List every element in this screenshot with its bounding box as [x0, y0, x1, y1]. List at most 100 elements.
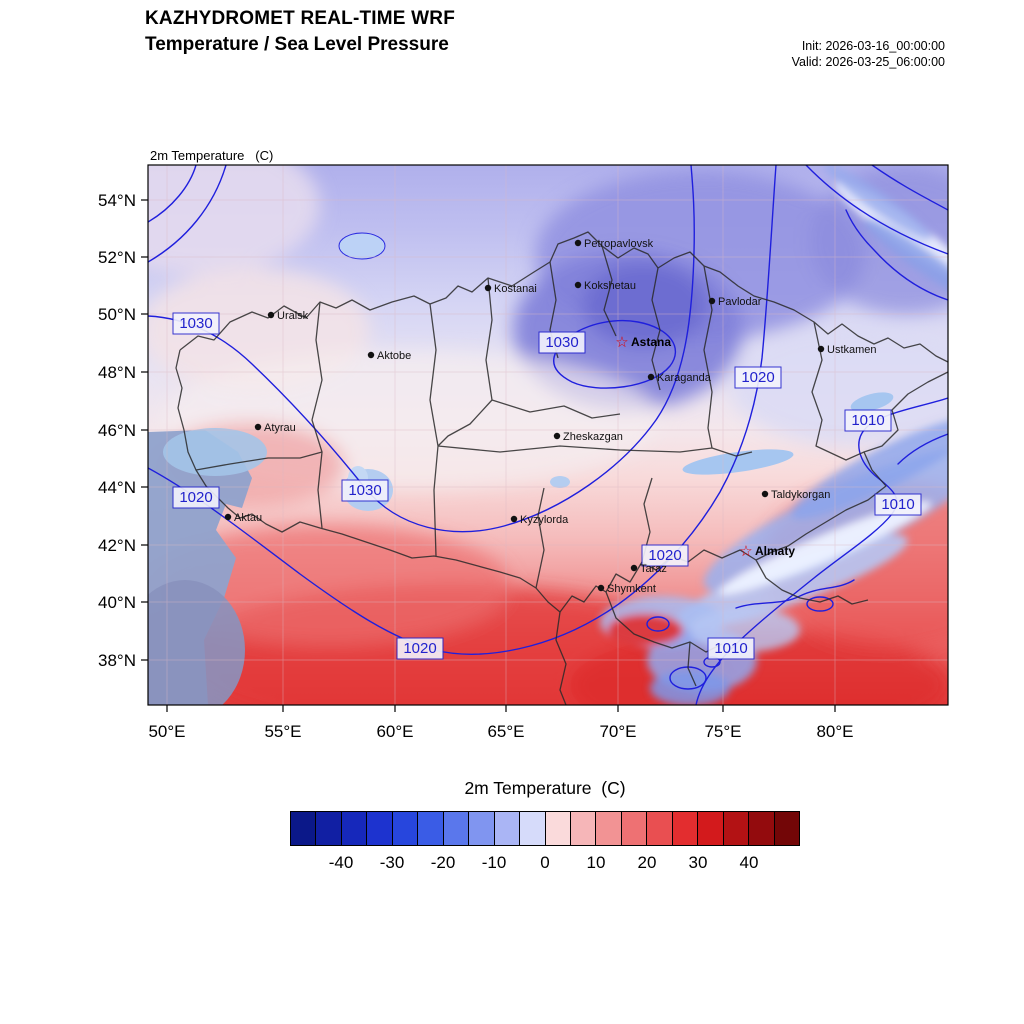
colorbar-title: 2m Temperature (C): [464, 778, 626, 798]
isobar-label: 1010: [844, 409, 892, 432]
svg-text:Kostanai: Kostanai: [494, 283, 537, 295]
colorbar-segment: [569, 812, 596, 845]
svg-text:Kyzylorda: Kyzylorda: [520, 514, 569, 526]
colorbar-segment: [697, 812, 723, 845]
y-axis-label: 54°N: [98, 191, 136, 210]
capital-marker-almaty: ☆ Almaty: [739, 543, 795, 560]
city-marker-kokshetau: Kokshetau: [574, 280, 636, 292]
city-marker-aktobe: Aktobe: [367, 350, 411, 362]
x-axis-label: 80°E: [816, 722, 853, 741]
init-time: Init: 2026-03-16_00:00:00: [801, 39, 945, 53]
svg-text:Pavlodar: Pavlodar: [718, 296, 762, 308]
x-axis-label: 75°E: [704, 722, 741, 741]
isobar-label: 1020: [396, 637, 444, 660]
colorbar-tick: -10: [481, 853, 507, 872]
temperature-layer-label: 2m Temperature (C): [150, 148, 274, 163]
svg-text:Taldykorgan: Taldykorgan: [771, 489, 830, 501]
colorbar-segment: [773, 812, 800, 845]
x-axis-label: 50°E: [148, 722, 185, 741]
colorbar-tick: -40: [328, 853, 354, 872]
colorbar-segment: [544, 812, 570, 845]
y-axis: [141, 199, 148, 661]
svg-text:Aktobe: Aktobe: [377, 350, 411, 362]
svg-text:1010: 1010: [851, 412, 884, 429]
colorbar-segment: [291, 812, 316, 845]
graticule: [148, 165, 948, 705]
city-marker-kostanai: Kostanai: [484, 283, 537, 295]
colorbar-tick: -20: [430, 853, 456, 872]
colorbar-segment: [493, 812, 520, 845]
isobar-labels: 1030 1030 1020 1010 1020 1030 1010 1020 …: [172, 312, 922, 660]
colorbar-tick: 20: [637, 853, 657, 872]
colorbar-segment: [315, 812, 341, 845]
svg-text:Uralsk: Uralsk: [277, 310, 309, 322]
capital-markers: ☆ Astana ☆ Almaty: [615, 334, 795, 560]
city-marker-ustkamen: Ustkamen: [817, 344, 877, 356]
colorbar-segment: [391, 812, 418, 845]
colorbar-segment: [722, 812, 749, 845]
y-axis-label: 38°N: [98, 651, 136, 670]
x-axis-label: 70°E: [599, 722, 636, 741]
isobar-label: 1030: [341, 479, 389, 502]
y-axis-label: 46°N: [98, 421, 136, 440]
city-marker-uralsk: Uralsk: [267, 310, 309, 322]
isobar-label: 1030: [538, 331, 586, 354]
y-axis-label: 44°N: [98, 478, 136, 497]
svg-text:1020: 1020: [403, 640, 436, 657]
y-axis-label: 40°N: [98, 593, 136, 612]
colorbar-segment: [417, 812, 443, 845]
capital-star-icon: ☆: [615, 334, 628, 351]
temperature-field: [148, 165, 948, 705]
colorbar-tick: 40: [739, 853, 759, 872]
svg-text:Astana: Astana: [631, 335, 671, 349]
city-marker-taraz: Taraz: [630, 563, 667, 575]
x-axis-labels: 50°E 55°E 60°E 65°E 70°E 75°E 80°E: [148, 722, 853, 741]
isobar-label: 1030: [172, 312, 220, 335]
y-axis-label: 50°N: [98, 305, 136, 324]
colorbar-segments: [291, 812, 800, 845]
colorbar-segment: [620, 812, 647, 845]
city-marker-karaganda: Karaganda: [647, 372, 712, 384]
model-times: Init: 2026-03-16_00:00:00 Valid: 2026-03…: [792, 38, 945, 70]
city-marker-petropavlovsk: Petropavlovsk: [574, 238, 654, 250]
isobar-label: 1020: [641, 544, 689, 567]
city-marker-aktau: Aktau: [224, 512, 262, 524]
lake-balkhash: [682, 449, 794, 475]
colorbar-segment: [519, 812, 545, 845]
city-marker-shymkent: Shymkent: [597, 583, 656, 595]
svg-text:1030: 1030: [348, 482, 381, 499]
map-svg: 54°N 52°N 50°N 48°N 46°N 44°N 42°N 40°N …: [98, 164, 949, 741]
svg-text:1030: 1030: [545, 334, 578, 351]
svg-text:Atyrau: Atyrau: [264, 422, 296, 434]
colorbar-segment: [366, 812, 392, 845]
lake-tengiz: [338, 232, 386, 260]
colorbar-segment: [468, 812, 494, 845]
x-axis: [166, 705, 836, 712]
lake-zaysan: [850, 392, 894, 412]
colorbar-tick: -30: [379, 853, 405, 872]
colorbar-tick: 10: [586, 853, 606, 872]
isobar-label: 1010: [874, 493, 922, 516]
map-frame: [147, 164, 949, 706]
svg-text:Petropavlovsk: Petropavlovsk: [584, 238, 654, 250]
svg-text:1010: 1010: [714, 640, 747, 657]
isobar-label: 1020: [734, 366, 782, 389]
city-marker-kyzylorda: Kyzylorda: [510, 514, 569, 526]
svg-text:Kokshetau: Kokshetau: [584, 280, 636, 292]
svg-text:Aktau: Aktau: [234, 512, 262, 524]
colorbar-segment: [671, 812, 698, 845]
city-markers: Petropavlovsk Kostanai Kokshetau Pavloda…: [224, 238, 877, 595]
city-marker-atyrau: Atyrau: [254, 422, 296, 434]
x-axis-label: 65°E: [487, 722, 524, 741]
colorbar-tick: 30: [688, 853, 708, 872]
y-axis-labels: 54°N 52°N 50°N 48°N 46°N 44°N 42°N 40°N …: [98, 191, 136, 670]
city-marker-pavlodar: Pavlodar: [708, 296, 762, 308]
page-title: KAZHYDROMET REAL-TIME WRF: [145, 8, 456, 29]
x-axis-label: 60°E: [376, 722, 413, 741]
svg-text:Karaganda: Karaganda: [657, 372, 712, 384]
colorbar-segment: [595, 812, 621, 845]
svg-text:1030: 1030: [179, 315, 212, 332]
svg-text:Shymkent: Shymkent: [607, 583, 656, 595]
x-axis-label: 55°E: [264, 722, 301, 741]
